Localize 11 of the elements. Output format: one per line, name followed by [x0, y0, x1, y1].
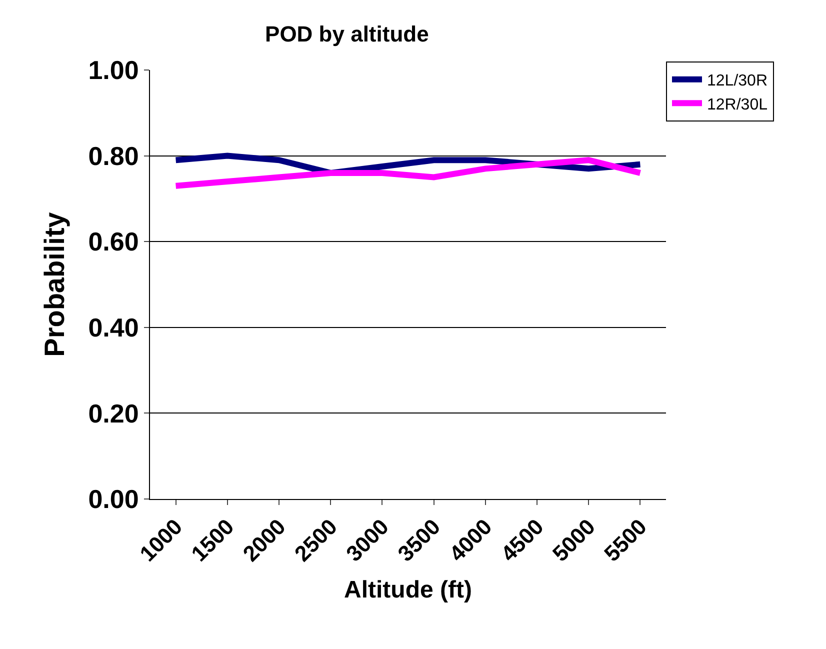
y-tick-label: 0.40	[88, 312, 139, 342]
y-tick-label: 1.00	[88, 55, 139, 86]
y-tick-label: 0.60	[88, 226, 139, 257]
y-tick-label: 0.00	[88, 484, 139, 514]
y-tick-label: 0.20	[88, 398, 139, 428]
chart-title: POD by altitude	[265, 21, 429, 46]
legend-label: 12L/30R	[707, 72, 768, 90]
y-axis-title: Probability	[38, 212, 70, 357]
legend-label: 12R/30L	[707, 96, 768, 114]
x-axis-title: Altitude (ft)	[344, 576, 472, 604]
y-tick-label: 0.80	[88, 140, 139, 171]
